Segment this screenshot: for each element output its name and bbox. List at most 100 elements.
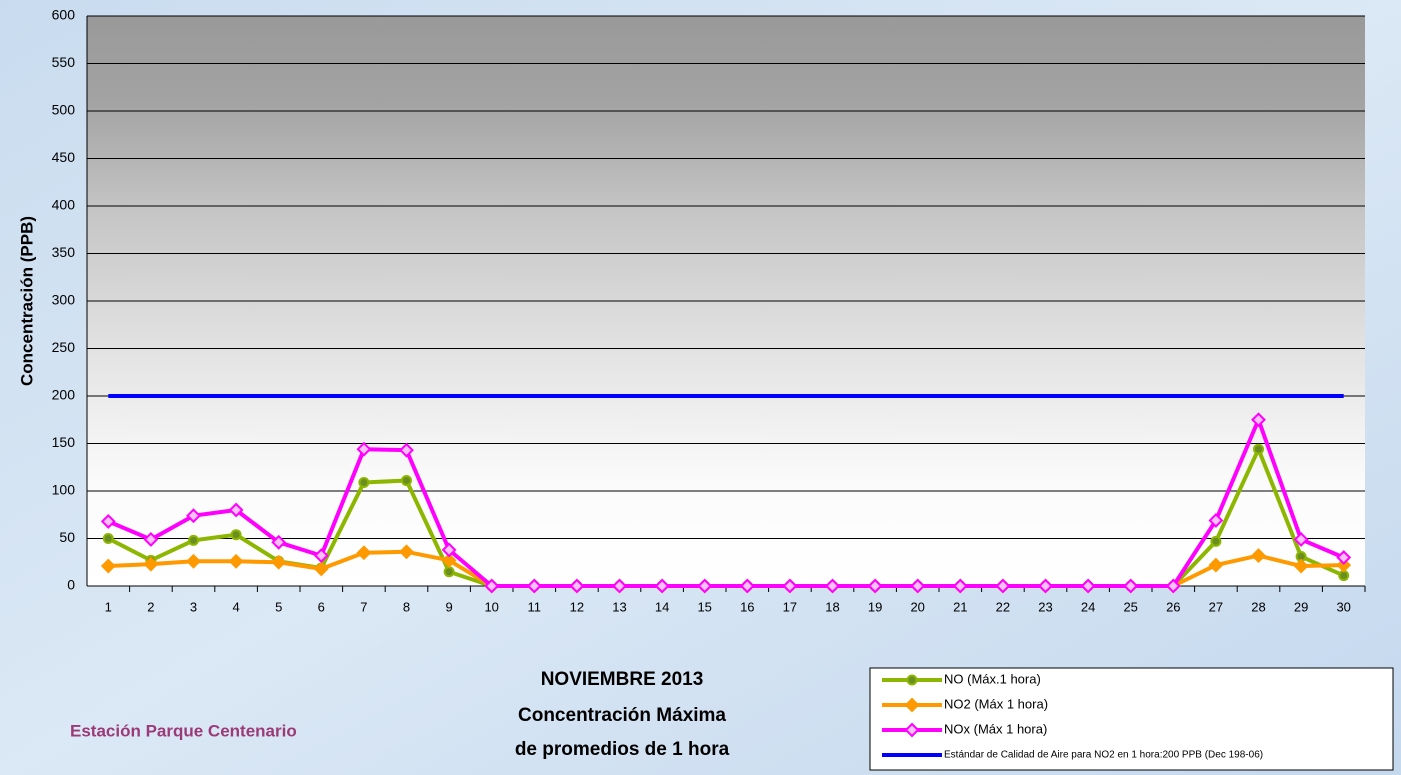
data-point: [443, 566, 455, 578]
data-point: [1208, 513, 1224, 528]
x-tick-label: 2: [147, 599, 154, 614]
data-point: [399, 442, 414, 458]
data-point: [356, 441, 372, 457]
data-point: [100, 513, 116, 529]
data-point: [1251, 548, 1266, 564]
legend-marker: [904, 722, 920, 738]
x-tick-label: 27: [1209, 599, 1223, 614]
data-point: [1165, 578, 1181, 594]
x-tick-label: 24: [1081, 599, 1095, 614]
data-point: [401, 475, 412, 487]
x-tick-label: 13: [612, 599, 626, 614]
data-point: [186, 508, 201, 524]
data-point: [143, 532, 159, 547]
x-tick-label: 30: [1336, 599, 1350, 614]
x-tick-label: 29: [1294, 599, 1308, 614]
x-tick-label: 15: [697, 599, 711, 614]
station-label: Estación Parque Centenario: [70, 721, 297, 740]
data-point: [188, 534, 199, 546]
data-point: [313, 561, 329, 577]
x-tick-label: 28: [1251, 599, 1265, 614]
x-tick-label: 26: [1166, 599, 1180, 614]
data-point: [612, 578, 627, 594]
data-point: [228, 502, 244, 518]
y-axis-label: Concentración (PPB): [17, 216, 36, 386]
y-tick-label: 50: [59, 529, 75, 545]
x-tick-label: 19: [868, 599, 882, 614]
chart-title: Concentración Máxima: [518, 705, 726, 726]
data-point: [1210, 535, 1222, 547]
data-point: [271, 534, 287, 550]
data-point: [441, 552, 457, 568]
data-point: [441, 542, 457, 558]
y-tick-label: 450: [52, 149, 76, 165]
data-point: [228, 553, 244, 569]
y-tick-label: 150: [52, 434, 76, 450]
y-tick-label: 300: [52, 292, 76, 308]
data-point: [1336, 557, 1352, 573]
y-tick-label: 100: [52, 482, 76, 498]
x-tick-label: 1: [105, 599, 112, 614]
data-point: [1253, 443, 1264, 455]
x-tick-label: 3: [190, 599, 197, 614]
data-point: [526, 578, 542, 594]
data-point: [186, 553, 201, 569]
data-point: [1293, 558, 1309, 574]
data-point: [271, 554, 287, 570]
data-point: [1080, 578, 1096, 594]
data-point: [782, 578, 798, 594]
x-tick-label: 9: [445, 599, 452, 614]
data-point: [654, 578, 670, 594]
data-point: [867, 578, 883, 594]
data-point: [825, 578, 840, 594]
y-tick-label: 200: [52, 387, 76, 403]
x-tick-label: 17: [783, 599, 797, 614]
data-point: [313, 548, 329, 564]
legend-marker: [904, 697, 920, 713]
legend-label: NOx (Máx 1 hora): [944, 721, 1047, 736]
data-point: [952, 578, 968, 594]
x-tick-label: 25: [1123, 599, 1137, 614]
data-point: [230, 529, 242, 541]
legend-marker: [906, 674, 918, 686]
data-point: [1251, 412, 1266, 428]
data-point: [1123, 578, 1139, 594]
data-point: [399, 544, 414, 560]
data-point: [102, 533, 114, 544]
x-tick-label: 4: [232, 599, 239, 614]
y-tick-label: 550: [52, 54, 76, 70]
data-point: [100, 558, 116, 574]
legend-label: Estándar de Calidad de Aire para NO2 en …: [944, 750, 1263, 761]
data-point: [143, 556, 159, 572]
x-tick-label: 22: [996, 599, 1010, 614]
y-tick-label: 350: [52, 244, 76, 260]
x-tick-label: 18: [825, 599, 839, 614]
data-point: [995, 578, 1011, 594]
data-point: [697, 578, 713, 594]
data-point: [910, 578, 926, 594]
x-tick-label: 6: [318, 599, 325, 614]
x-tick-label: 8: [403, 599, 410, 614]
data-point: [1038, 578, 1053, 594]
y-tick-label: 400: [52, 197, 76, 213]
x-tick-label: 10: [484, 599, 498, 614]
data-point: [1293, 532, 1309, 547]
y-tick-label: 0: [67, 577, 75, 593]
data-point: [569, 578, 585, 594]
x-tick-label: 21: [953, 599, 967, 614]
y-tick-label: 600: [52, 7, 76, 23]
legend-label: NO (Máx.1 hora): [944, 671, 1041, 686]
legend-label: NO2 (Máx 1 hora): [944, 696, 1048, 711]
x-tick-label: 23: [1038, 599, 1052, 614]
y-tick-label: 250: [52, 339, 76, 355]
data-point: [358, 476, 370, 488]
x-tick-label: 7: [360, 599, 367, 614]
x-tick-label: 5: [275, 599, 282, 614]
x-tick-label: 12: [570, 599, 584, 614]
chart-title: NOVIEMBRE 2013: [541, 669, 704, 690]
chart-title: de promedios de 1 hora: [515, 739, 730, 760]
x-tick-label: 11: [528, 599, 542, 614]
legend: [869, 667, 1394, 771]
data-point: [739, 578, 755, 594]
